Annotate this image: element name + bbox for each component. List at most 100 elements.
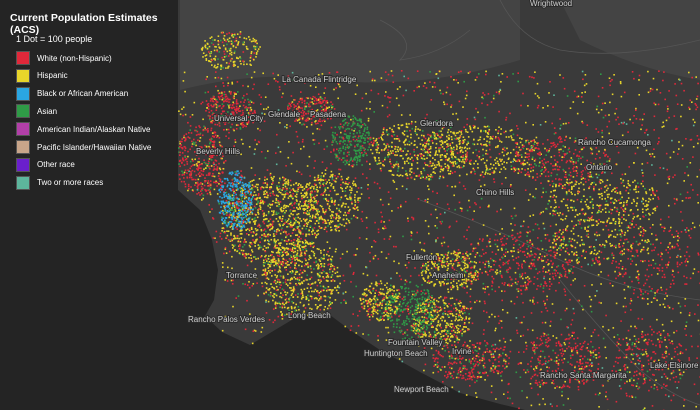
- population-dot: [232, 228, 235, 230]
- population-dot: [564, 187, 566, 190]
- population-dot: [210, 154, 212, 157]
- population-dot: [363, 137, 365, 139]
- population-dot: [522, 301, 524, 304]
- population-dot: [187, 121, 189, 124]
- population-dot: [315, 120, 317, 122]
- population-dot: [325, 222, 328, 224]
- population-dot: [284, 230, 286, 233]
- population-dot: [238, 208, 240, 210]
- population-dot: [361, 210, 364, 213]
- population-dot: [180, 180, 183, 183]
- population-dot: [344, 300, 347, 303]
- population-dot: [527, 199, 530, 201]
- population-dot: [340, 175, 343, 178]
- population-dot: [216, 167, 219, 170]
- population-dot: [283, 239, 286, 242]
- population-dot: [369, 251, 371, 254]
- population-dot: [286, 220, 289, 222]
- population-dot: [219, 196, 221, 198]
- population-dot: [553, 133, 556, 135]
- population-dot: [697, 252, 699, 255]
- population-dot: [290, 249, 292, 252]
- population-dot: [281, 189, 283, 191]
- population-dot: [312, 251, 315, 253]
- population-dot: [387, 73, 390, 76]
- population-dot: [333, 216, 335, 219]
- population-dot: [554, 132, 557, 134]
- population-dot: [624, 311, 627, 314]
- population-dot: [228, 250, 231, 253]
- population-dot: [297, 226, 299, 228]
- population-dot: [581, 305, 583, 307]
- population-dot: [348, 212, 350, 214]
- population-dot: [646, 162, 649, 164]
- population-dot: [320, 296, 322, 298]
- population-dot: [615, 302, 618, 305]
- population-dot: [503, 290, 506, 293]
- population-dot: [323, 211, 326, 214]
- population-dot: [281, 315, 284, 318]
- population-dot: [288, 223, 291, 225]
- population-dot: [232, 245, 235, 247]
- population-dot: [361, 125, 363, 127]
- population-dot: [377, 231, 380, 234]
- population-dot: [231, 255, 233, 258]
- population-dot: [322, 257, 324, 260]
- population-dot: [330, 162, 332, 165]
- population-dot: [297, 293, 299, 295]
- population-dot: [271, 275, 273, 277]
- population-dot: [290, 184, 292, 187]
- population-dot: [366, 154, 368, 157]
- population-dot: [541, 248, 544, 250]
- population-dot: [563, 268, 566, 270]
- population-dot: [260, 202, 263, 204]
- population-dot: [337, 82, 339, 85]
- population-dot: [356, 159, 359, 162]
- population-dot: [178, 173, 181, 176]
- population-dot: [285, 240, 288, 242]
- population-dot: [341, 253, 344, 255]
- population-dot: [331, 274, 333, 277]
- population-dot: [668, 306, 671, 309]
- population-dot: [309, 186, 312, 189]
- population-dot: [236, 237, 239, 240]
- population-dot: [551, 303, 554, 305]
- population-dot: [250, 260, 253, 263]
- population-dot: [516, 329, 518, 332]
- population-dot: [410, 238, 413, 241]
- population-dot: [283, 205, 285, 207]
- population-dot: [367, 140, 369, 143]
- population-dot: [204, 188, 206, 191]
- population-dot: [265, 290, 267, 293]
- population-dot: [418, 344, 420, 347]
- population-dot: [268, 243, 271, 246]
- population-dot: [289, 259, 291, 261]
- population-dot: [621, 173, 624, 176]
- population-dot: [332, 186, 335, 188]
- population-dot: [242, 221, 245, 223]
- population-dot: [191, 178, 193, 181]
- population-dot: [262, 201, 264, 203]
- population-dot: [597, 131, 600, 133]
- population-dot: [228, 214, 231, 217]
- population-dot: [273, 194, 276, 196]
- population-dot: [241, 206, 244, 208]
- population-dot: [544, 121, 547, 123]
- population-dot: [293, 276, 296, 279]
- population-dot: [300, 237, 302, 240]
- population-dot: [302, 248, 304, 251]
- population-dot: [601, 131, 603, 134]
- population-dot: [365, 266, 368, 269]
- population-dot: [305, 186, 308, 188]
- population-dot: [223, 191, 225, 193]
- population-dot: [226, 226, 229, 228]
- population-dot: [611, 141, 613, 143]
- population-dot: [367, 334, 370, 336]
- population-dot: [267, 263, 269, 266]
- population-dot: [503, 393, 505, 395]
- population-dot: [300, 220, 303, 222]
- population-dot: [242, 143, 244, 145]
- population-dot: [359, 126, 362, 129]
- population-dot: [344, 182, 346, 185]
- population-dot: [351, 202, 353, 205]
